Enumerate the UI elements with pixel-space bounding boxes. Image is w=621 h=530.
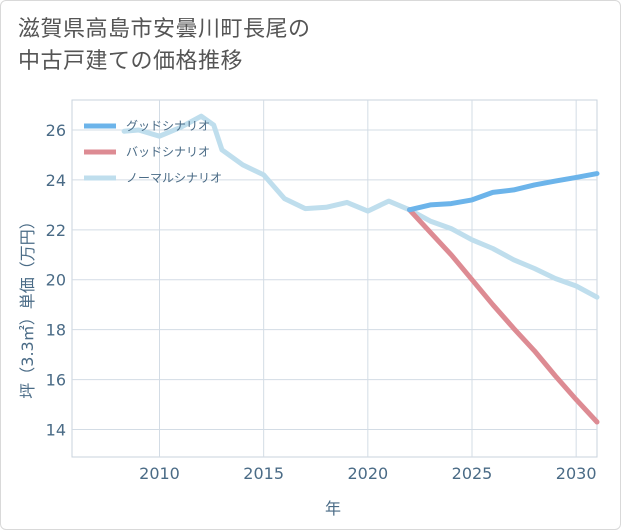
legend-label-2: ノーマルシナリオ: [126, 171, 222, 185]
plot-area-border: [71, 99, 598, 458]
y-tick-label: 26: [46, 121, 66, 140]
x-tick-label: 2015: [243, 464, 284, 483]
series-line-2: [121, 113, 600, 300]
axis-ticks: 2010 2015 2020 2025 2030 14 16 18 20 22 24 26: [46, 121, 597, 483]
chart-title-line-2: 中古戸建ての価格推移: [18, 49, 244, 74]
y-axis-label: 坪（3.3㎡）単価（万円）: [18, 213, 37, 398]
y-tick-label: 20: [46, 271, 66, 290]
series-lines: [121, 113, 600, 425]
legend-label-1: バッドシナリオ: [126, 145, 210, 159]
chart-title: 滋賀県高島市安曇川町長尾の 中古戸建ての価格推移: [18, 14, 578, 78]
x-tick-label: 2025: [452, 464, 493, 483]
legend-label-0: グッドシナリオ: [126, 119, 210, 133]
series-line-1: [407, 207, 600, 425]
grid: [71, 99, 598, 458]
x-tick-label: 2030: [556, 464, 597, 483]
y-tick-label: 18: [46, 321, 66, 340]
x-axis-label: 年: [325, 499, 341, 518]
series-line-0: [407, 171, 600, 213]
y-tick-label: 16: [46, 371, 66, 390]
x-tick-label: 2010: [139, 464, 180, 483]
chart-title-line-1: 滋賀県高島市安曇川町長尾の: [18, 17, 311, 42]
y-tick-label: 22: [46, 221, 66, 240]
y-tick-label: 24: [46, 171, 66, 190]
y-tick-label: 14: [46, 421, 66, 440]
x-tick-label: 2020: [347, 464, 388, 483]
